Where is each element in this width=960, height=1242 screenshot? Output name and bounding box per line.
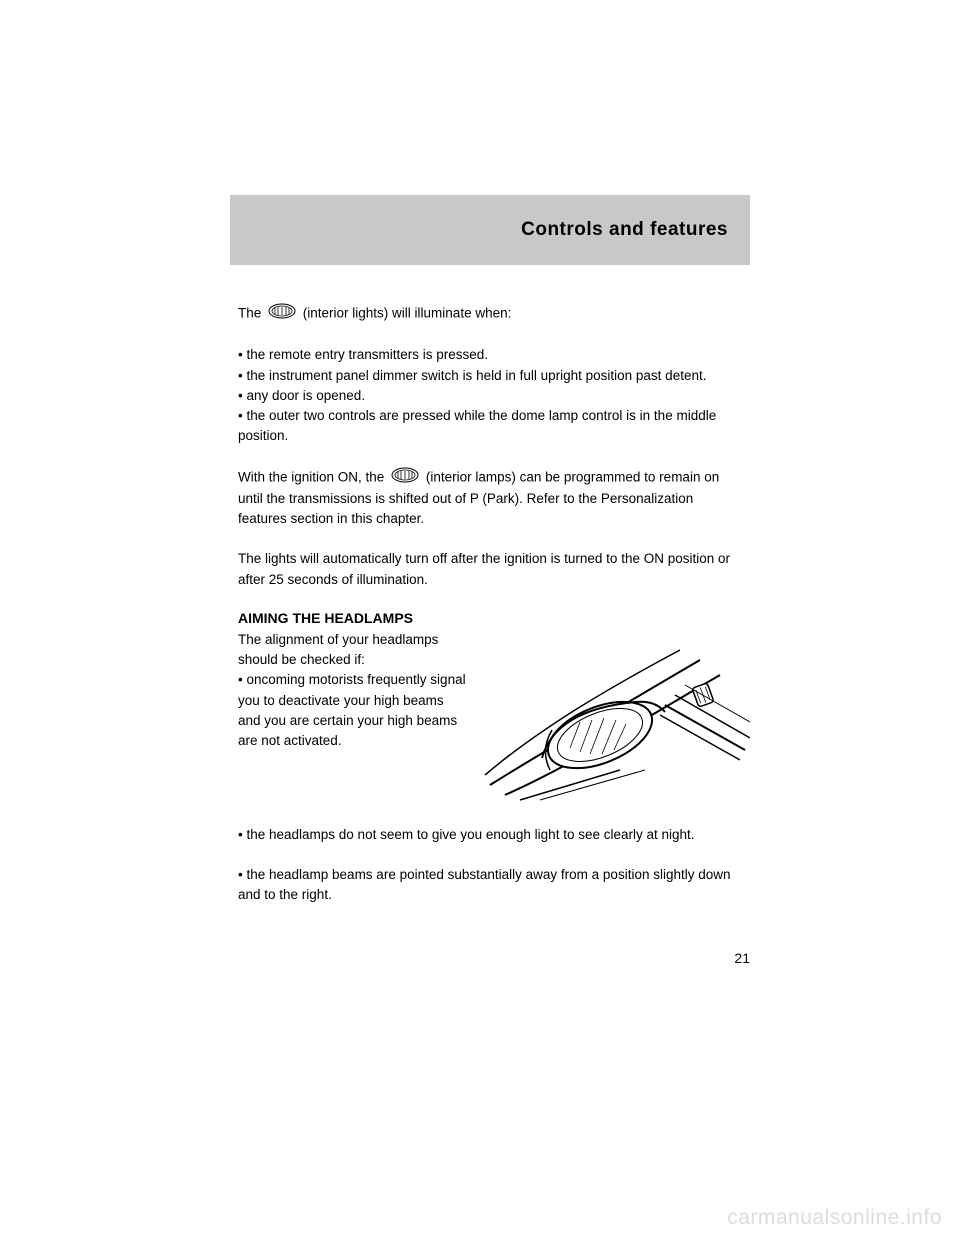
paragraph-4: The lights will automatically turn off a… (238, 549, 742, 590)
bullet-after-1: • the headlamps do not seem to give you … (238, 825, 742, 845)
page-container: Controls and features The (interior ligh… (230, 195, 750, 926)
paragraph-3: With the ignition ON, the (interior lamp… (238, 467, 742, 530)
paragraph-2-bullets: • the remote entry transmitters is press… (238, 345, 742, 446)
header-banner: Controls and features (230, 195, 750, 265)
watermark: carmanualsonline.info (727, 1206, 942, 1230)
content-area: The (interior lights) will illuminate wh… (230, 265, 750, 906)
paragraph-3-before: With the ignition ON, the (238, 469, 388, 484)
paragraph-1-after: (interior lights) will illuminate when: (303, 306, 512, 321)
interior-lights-icon (268, 303, 296, 325)
page-number: 21 (734, 950, 750, 966)
header-title: Controls and features (521, 219, 728, 241)
bullet-after-2: • the headlamp beams are pointed substan… (238, 865, 742, 906)
interior-lights-icon (391, 467, 419, 489)
illustration-block: The alignment of your headlamps should b… (238, 630, 742, 805)
section-heading-aiming: AIMING THE HEADLAMPS (238, 610, 742, 626)
paragraph-1-before: The (238, 306, 265, 321)
aiming-intro-text: The alignment of your headlamps should b… (238, 630, 468, 805)
headlamp-diagram (480, 630, 750, 805)
paragraph-1: The (interior lights) will illuminate wh… (238, 303, 742, 325)
